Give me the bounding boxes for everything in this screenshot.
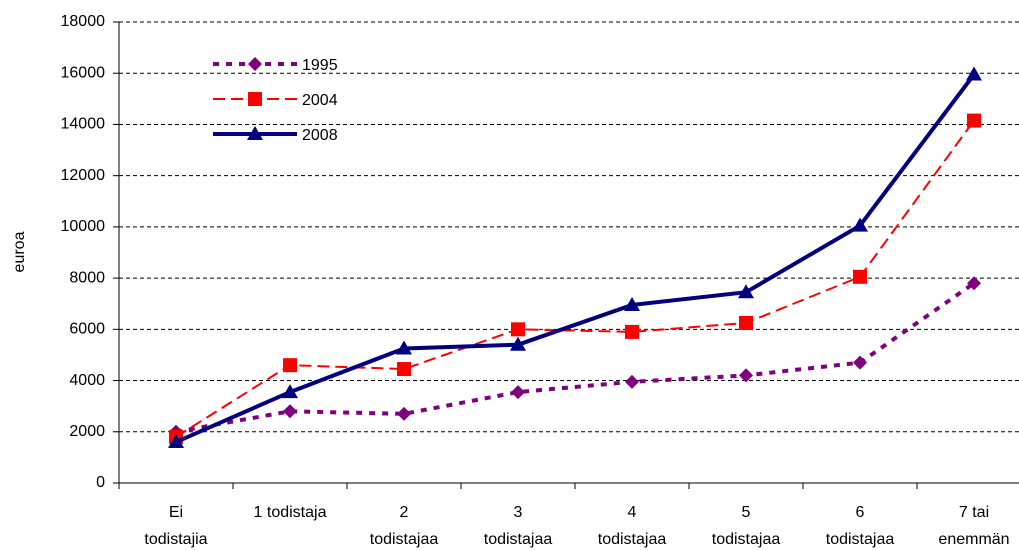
marker	[625, 374, 639, 389]
x-tick-label: todistajaa	[712, 531, 781, 548]
marker	[852, 217, 868, 232]
series-line	[175, 281, 976, 434]
marker	[739, 315, 753, 330]
x-tick-label: 7 tai	[959, 504, 989, 521]
x-tick-label: todistajia	[144, 531, 207, 548]
x-tick-label: todistajaa	[598, 531, 667, 548]
y-tick-label: 14000	[61, 116, 106, 133]
marker	[739, 368, 753, 383]
x-tick-label: todistajaa	[370, 531, 439, 548]
marker	[283, 358, 297, 373]
y-axis-label: euroa	[11, 231, 28, 272]
x-tick-label: todistajaa	[826, 531, 895, 548]
x-tick-label: 4	[628, 504, 637, 521]
y-tick-label: 6000	[69, 321, 105, 338]
legend-label: 1995	[302, 57, 338, 74]
legend-marker	[248, 92, 262, 106]
x-tick-label: enemmän	[938, 531, 1009, 548]
marker	[853, 355, 867, 370]
marker	[967, 113, 981, 128]
marker	[625, 324, 639, 339]
marker	[397, 406, 411, 421]
y-tick-label: 2000	[69, 423, 105, 440]
legend-label: 2004	[302, 92, 338, 109]
x-tick-label: 5	[742, 504, 751, 521]
legend-label: 2008	[302, 127, 338, 144]
marker	[624, 297, 640, 312]
y-tick-label: 4000	[69, 372, 105, 389]
marker	[511, 385, 525, 400]
marker	[738, 284, 754, 299]
marker	[967, 276, 981, 291]
marker	[168, 434, 184, 449]
marker	[966, 66, 982, 81]
x-tick-label: todistajaa	[484, 531, 553, 548]
marker	[283, 404, 297, 419]
x-tick-label: Ei	[169, 504, 183, 521]
legend-marker	[247, 126, 263, 140]
x-tick-label: 2	[400, 504, 409, 521]
marker	[396, 340, 412, 355]
marker	[853, 269, 867, 284]
marker	[397, 362, 411, 377]
y-tick-label: 0	[96, 474, 105, 491]
marker	[510, 336, 526, 351]
legend-marker	[248, 57, 262, 71]
y-tick-label: 10000	[61, 218, 106, 235]
y-tick-label: 16000	[61, 64, 106, 81]
marker	[511, 322, 525, 337]
marker	[282, 384, 298, 399]
y-tick-label: 18000	[61, 13, 106, 30]
x-tick-label: 3	[514, 504, 523, 521]
series-line	[175, 120, 975, 438]
series-line	[175, 73, 976, 444]
x-tick-label: 1 todistaja	[254, 504, 327, 521]
x-tick-label: 6	[856, 504, 865, 521]
y-tick-label: 12000	[61, 167, 106, 184]
y-tick-label: 8000	[69, 269, 105, 286]
